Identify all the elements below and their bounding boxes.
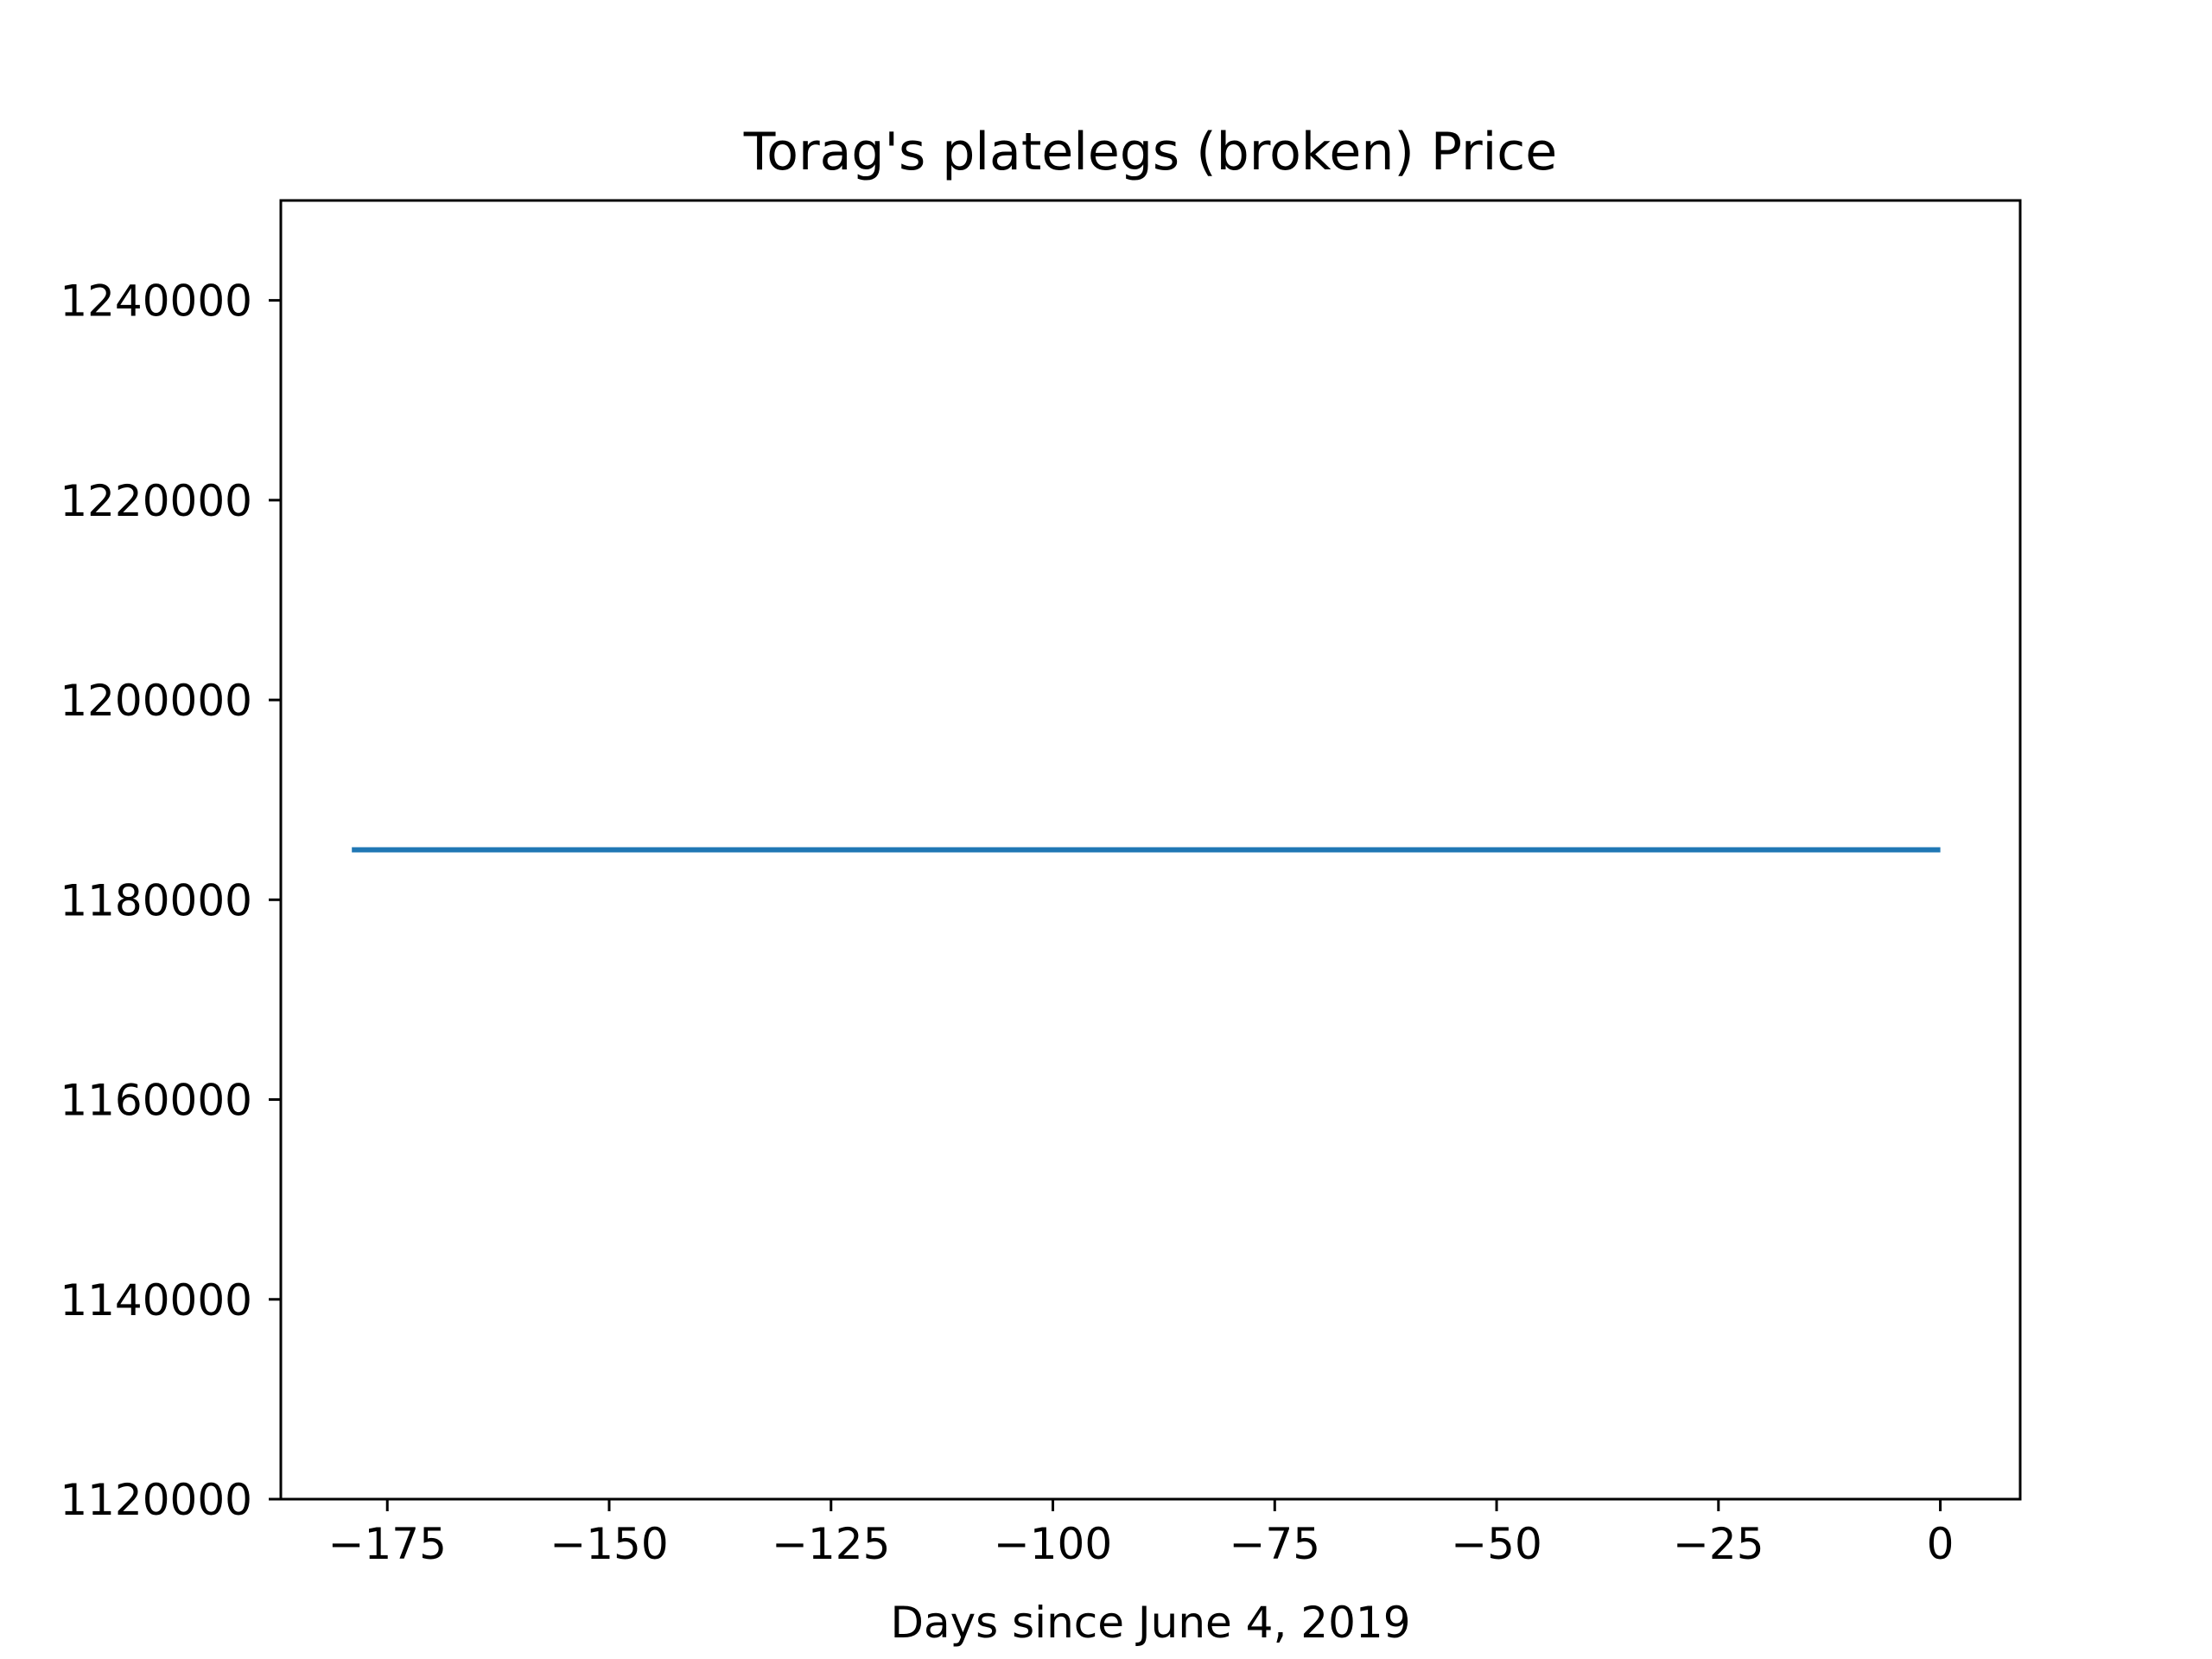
x-tick-label: −25 [1673,1519,1764,1569]
y-tick-label: 1160000 [60,1076,252,1126]
axes-frame [279,199,2022,1501]
x-tick-label: −100 [994,1519,1112,1569]
x-tick-label: −75 [1230,1519,1321,1569]
y-axis: 1120000 1140000 1160000 1180000 1200000 12200… [60,276,281,1525]
y-tick-label: 1220000 [60,476,252,526]
x-tick-label: 0 [1927,1519,1955,1569]
chart-title: Torag's platelegs (broken) Price [743,122,1557,182]
y-tick-label: 1200000 [60,676,252,726]
y-tick-label: 1240000 [60,276,252,327]
x-axis: −175 −150 −125 −100 −75 −50 −25 0 [328,1499,1955,1569]
y-tick-label: 1120000 [60,1475,252,1525]
x-tick-label: −50 [1451,1519,1542,1569]
x-tick-label: −125 [772,1519,890,1569]
x-axis-label: Days since June 4, 2019 [890,1598,1410,1648]
y-tick-label: 1180000 [60,875,252,925]
x-tick-label: −175 [328,1519,447,1569]
x-tick-label: −150 [550,1519,668,1569]
y-tick-label: 1140000 [60,1275,252,1325]
